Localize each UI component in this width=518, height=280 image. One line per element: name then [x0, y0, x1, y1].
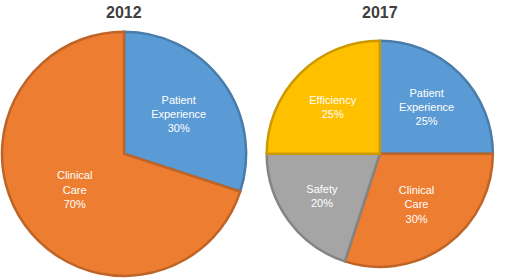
- svg-text:ClinicalCare30%: ClinicalCare30%: [399, 184, 434, 225]
- svg-text:PatientExperience30%: PatientExperience30%: [151, 94, 206, 135]
- svg-text:Efficiency25%: Efficiency25%: [309, 94, 356, 120]
- svg-text:ClinicalCare70%: ClinicalCare70%: [57, 169, 92, 210]
- svg-text:2012: 2012: [106, 4, 142, 21]
- svg-text:PatientExperience25%: PatientExperience25%: [399, 87, 454, 128]
- svg-text:2017: 2017: [362, 4, 398, 21]
- svg-text:Safety20%: Safety20%: [306, 183, 338, 209]
